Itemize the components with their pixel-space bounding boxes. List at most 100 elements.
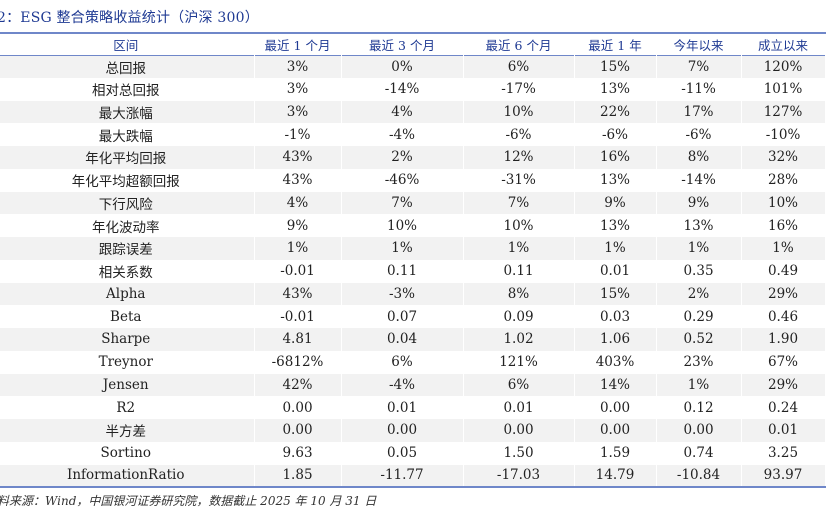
value-cell: 16% [741, 214, 826, 237]
value-cell: -10.84 [656, 464, 742, 488]
value-cell: 0.04 [341, 328, 464, 351]
value-cell: 1% [341, 237, 464, 260]
value-cell: 121% [463, 350, 575, 374]
value-cell: 15% [574, 282, 657, 306]
row-label-cell: 年化平均回报 [0, 146, 255, 169]
table-row: 相关系数 -0.01 0.11 0.11 0.01 0.35 0.49 [0, 259, 826, 283]
value-cell: 15% [574, 55, 657, 78]
row-label-cell: 相关系数 [0, 259, 255, 283]
table-row: Sharpe 4.81 0.04 1.02 1.06 0.52 1.90 [0, 328, 826, 351]
value-cell: 13% [574, 214, 657, 237]
value-cell: 2% [656, 282, 742, 306]
value-cell: 2% [341, 146, 464, 169]
column-header-6m: 最近 6 个月 [463, 33, 575, 55]
value-cell: 12% [463, 146, 575, 169]
value-cell: 9% [254, 214, 342, 237]
table-row: 跟踪误差 1% 1% 1% 1% 1% 1% [0, 237, 826, 260]
value-cell: 0% [341, 55, 464, 78]
value-cell: 120% [741, 55, 826, 78]
value-cell: 3.25 [741, 441, 826, 465]
value-cell: 4% [254, 191, 342, 215]
row-label-cell: 总回报 [0, 55, 255, 78]
value-cell: 1.59 [574, 441, 657, 465]
row-label-cell: 半方差 [0, 419, 255, 442]
value-cell: 43% [254, 146, 342, 169]
value-cell: 0.01 [463, 396, 575, 419]
value-cell: -6% [574, 123, 657, 146]
source-note: 料来源：Wind，中国银河证券研究院，数据截止 2025 年 10 月 31 日 [0, 494, 377, 508]
value-cell: 93.97 [741, 464, 826, 488]
column-header-period: 区间 [0, 33, 255, 55]
value-cell: 22% [574, 100, 657, 124]
value-cell: 43% [254, 168, 342, 192]
value-cell: 0.24 [741, 396, 826, 419]
value-cell: 10% [463, 214, 575, 237]
value-cell: 4.81 [254, 328, 342, 351]
strategy-returns-table: 区间 最近 1 个月 最近 3 个月 最近 6 个月 最近 1 年 今年以来 成… [0, 32, 826, 488]
value-cell: 4% [341, 100, 464, 124]
value-cell: 67% [741, 350, 826, 374]
row-label-cell: Sharpe [0, 328, 255, 351]
value-cell: 23% [656, 350, 742, 374]
row-label-cell: R2 [0, 396, 255, 419]
table-row: 总回报 3% 0% 6% 15% 7% 120% [0, 55, 826, 78]
value-cell: 1% [254, 237, 342, 260]
value-cell: 32% [741, 146, 826, 169]
row-label-cell: 相对总回报 [0, 77, 255, 101]
value-cell: 127% [741, 100, 826, 124]
value-cell: 13% [574, 168, 657, 192]
column-header-3m: 最近 3 个月 [341, 33, 464, 55]
value-cell: 28% [741, 168, 826, 192]
column-header-1y: 最近 1 年 [574, 33, 657, 55]
value-cell: 0.00 [656, 419, 742, 442]
value-cell: 1% [656, 237, 742, 260]
value-cell: -0.01 [254, 259, 342, 283]
value-cell: 101% [741, 77, 826, 101]
value-cell: 43% [254, 282, 342, 306]
value-cell: 1.06 [574, 328, 657, 351]
value-cell: -1% [254, 123, 342, 146]
table-header-row: 区间 最近 1 个月 最近 3 个月 最近 6 个月 最近 1 年 今年以来 成… [0, 33, 826, 55]
value-cell: 13% [574, 77, 657, 101]
value-cell: 1.85 [254, 464, 342, 488]
value-cell: 7% [463, 191, 575, 215]
value-cell: 9% [656, 191, 742, 215]
table-row: 最大跌幅 -1% -4% -6% -6% -6% -10% [0, 123, 826, 146]
value-cell: 8% [463, 282, 575, 306]
table-row: 最大涨幅 3% 4% 10% 22% 17% 127% [0, 100, 826, 124]
value-cell: 0.52 [656, 328, 742, 351]
value-cell: 7% [656, 55, 742, 78]
value-cell: 10% [341, 214, 464, 237]
value-cell: 7% [341, 191, 464, 215]
value-cell: 0.11 [341, 259, 464, 283]
table-row: 下行风险 4% 7% 7% 9% 9% 10% [0, 191, 826, 215]
value-cell: 0.00 [574, 419, 657, 442]
value-cell: 6% [341, 350, 464, 374]
value-cell: 0.35 [656, 259, 742, 283]
row-label-cell: 最大跌幅 [0, 123, 255, 146]
value-cell: 1.02 [463, 328, 575, 351]
value-cell: 3% [254, 55, 342, 78]
value-cell: 0.05 [341, 441, 464, 465]
value-cell: 0.00 [341, 419, 464, 442]
value-cell: 0.00 [463, 419, 575, 442]
value-cell: 0.49 [741, 259, 826, 283]
value-cell: 0.11 [463, 259, 575, 283]
table-row: 年化平均回报 43% 2% 12% 16% 8% 32% [0, 146, 826, 169]
value-cell: -6% [463, 123, 575, 146]
value-cell: 6% [463, 55, 575, 78]
value-cell: -46% [341, 168, 464, 192]
value-cell: -11.77 [341, 464, 464, 488]
value-cell: -31% [463, 168, 575, 192]
value-cell: 14% [574, 373, 657, 397]
value-cell: 1% [741, 237, 826, 260]
column-header-ytd: 今年以来 [656, 33, 742, 55]
value-cell: 0.03 [574, 305, 657, 328]
column-header-1m: 最近 1 个月 [254, 33, 342, 55]
table-row: 年化波动率 9% 10% 10% 13% 13% 16% [0, 214, 826, 237]
row-label-cell: Treynor [0, 350, 255, 374]
value-cell: -14% [341, 77, 464, 101]
value-cell: 0.29 [656, 305, 742, 328]
value-cell: 10% [463, 100, 575, 124]
value-cell: 10% [741, 191, 826, 215]
